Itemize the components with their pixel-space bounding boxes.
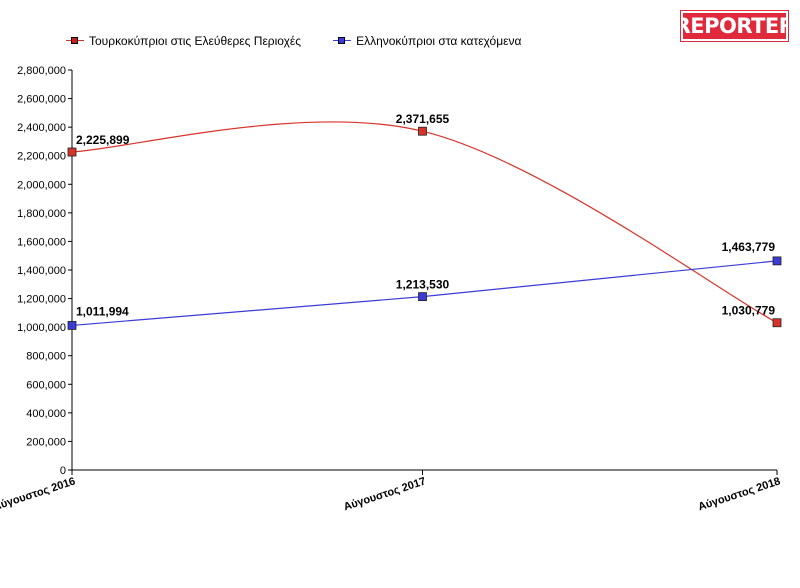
y-tick-label: 2,400,000 — [17, 122, 66, 134]
legend-item-series-2: Ελληνοκύπριοι στα κατεχόμενα — [333, 34, 521, 48]
y-tick-label: 1,600,000 — [17, 236, 66, 248]
legend-marker-series-1 — [66, 36, 84, 46]
data-point-series-1 — [418, 126, 427, 136]
y-tick-label: 2,000,000 — [17, 179, 66, 191]
y-tick-label: 1,200,000 — [17, 294, 66, 306]
data-label-series-2: 1,011,994 — [76, 304, 129, 318]
data-point-series-1 — [772, 318, 782, 328]
y-tick-label: 1,800,000 — [17, 208, 66, 220]
y-tick-label: 800,000 — [26, 351, 66, 363]
y-tick-label: 400,000 — [26, 408, 66, 420]
y-tick-label: 2,800,000 — [17, 65, 66, 77]
data-label-series-1: 1,030,779 — [722, 304, 776, 318]
reporter-logo: REPORTER — [675, 10, 795, 42]
data-label-series-1: 2,225,899 — [76, 133, 130, 147]
y-tick-label: 2,200,000 — [17, 151, 66, 163]
x-tick-label: Αύγουστος 2017 — [342, 475, 427, 513]
y-tick-label: 2,600,000 — [17, 94, 66, 106]
y-tick-label: 0 — [60, 465, 66, 477]
data-point-series-2 — [418, 292, 427, 302]
y-tick-label: 1,400,000 — [17, 265, 66, 277]
data-point-series-2 — [67, 321, 77, 330]
y-tick-label: 600,000 — [26, 379, 66, 391]
data-point-series-1 — [67, 147, 77, 157]
data-label-series-2: 1,463,779 — [722, 240, 776, 254]
data-point-series-2 — [772, 256, 782, 266]
y-tick-label: 200,000 — [26, 436, 66, 448]
legend-item-series-1: Τουρκοκύπριοι στις Ελεύθερες Περιοχές — [66, 34, 301, 48]
legend-marker-series-2 — [333, 36, 352, 46]
legend-label-series-1: Τουρκοκύπριοι στις Ελεύθερες Περιοχές — [89, 34, 302, 48]
x-tick-label: Αύγουστος 2016 — [0, 475, 77, 513]
y-tick-label: 1,000,000 — [17, 322, 66, 334]
data-label-series-2: 1,213,530 — [396, 278, 450, 292]
x-tick-label: Αύγουστος 2018 — [697, 475, 782, 513]
chart-legend: Τουρκοκύπριοι στις Ελεύθερες Περιοχές Ελ… — [66, 34, 521, 48]
data-label-series-1: 2,371,655 — [396, 112, 450, 126]
legend-label-series-2: Ελληνοκύπριοι στα κατεχόμενα — [356, 34, 522, 48]
